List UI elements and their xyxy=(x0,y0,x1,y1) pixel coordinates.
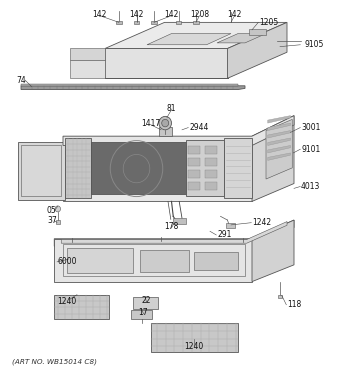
Circle shape xyxy=(159,116,172,130)
Text: 178: 178 xyxy=(164,222,179,231)
Polygon shape xyxy=(268,145,290,153)
Bar xyxy=(205,170,217,178)
Text: 9105: 9105 xyxy=(304,40,324,49)
Polygon shape xyxy=(228,22,287,78)
Bar xyxy=(205,146,217,154)
Bar xyxy=(248,29,266,35)
Bar xyxy=(56,220,60,224)
Polygon shape xyxy=(54,295,108,319)
Text: 142: 142 xyxy=(227,10,242,19)
Text: 9101: 9101 xyxy=(301,145,320,154)
Bar xyxy=(134,21,139,24)
Polygon shape xyxy=(140,250,189,272)
Text: 118: 118 xyxy=(287,300,301,309)
Polygon shape xyxy=(21,86,245,90)
Bar xyxy=(278,295,282,298)
Polygon shape xyxy=(252,116,294,201)
Polygon shape xyxy=(105,22,287,48)
Text: 2944: 2944 xyxy=(189,123,208,132)
Text: 1242: 1242 xyxy=(252,218,271,227)
Bar xyxy=(173,218,186,224)
Text: 17: 17 xyxy=(139,308,148,317)
Polygon shape xyxy=(91,142,186,194)
Polygon shape xyxy=(266,119,292,179)
Polygon shape xyxy=(105,48,228,78)
Polygon shape xyxy=(54,239,252,282)
Polygon shape xyxy=(63,136,252,201)
Text: 142: 142 xyxy=(164,10,179,19)
Text: 142: 142 xyxy=(129,10,144,19)
Polygon shape xyxy=(252,220,294,282)
Text: 1240: 1240 xyxy=(57,297,76,305)
Bar xyxy=(205,182,217,190)
Polygon shape xyxy=(66,248,133,273)
Polygon shape xyxy=(217,34,266,43)
Polygon shape xyxy=(186,140,224,196)
Polygon shape xyxy=(63,116,294,145)
Polygon shape xyxy=(54,220,294,246)
Bar xyxy=(226,223,234,228)
Bar xyxy=(188,158,200,166)
Polygon shape xyxy=(147,34,231,45)
Text: 05: 05 xyxy=(47,206,57,215)
Text: 22: 22 xyxy=(141,296,151,305)
Text: 1208: 1208 xyxy=(190,10,209,19)
Text: 291: 291 xyxy=(217,231,231,239)
Polygon shape xyxy=(61,222,287,243)
Bar xyxy=(116,21,122,24)
Polygon shape xyxy=(268,138,290,145)
Text: 37: 37 xyxy=(47,216,57,225)
Polygon shape xyxy=(268,116,290,123)
Polygon shape xyxy=(18,142,65,200)
Text: 3001: 3001 xyxy=(301,123,320,132)
Bar xyxy=(176,21,181,24)
Polygon shape xyxy=(131,310,152,319)
Polygon shape xyxy=(65,138,91,198)
Polygon shape xyxy=(268,123,290,131)
Polygon shape xyxy=(194,252,238,270)
Polygon shape xyxy=(159,127,172,136)
Text: 6000: 6000 xyxy=(58,257,77,266)
Text: 1240: 1240 xyxy=(185,342,204,351)
Text: (ART NO. WB15014 C8): (ART NO. WB15014 C8) xyxy=(12,358,97,365)
Bar xyxy=(205,158,217,166)
Polygon shape xyxy=(133,297,158,309)
Circle shape xyxy=(162,119,169,127)
Bar xyxy=(188,170,200,178)
Text: 81: 81 xyxy=(167,104,176,113)
Polygon shape xyxy=(268,153,290,160)
Bar xyxy=(188,182,200,190)
Bar xyxy=(188,146,200,154)
Text: 1417: 1417 xyxy=(141,119,160,128)
Text: 1205: 1205 xyxy=(259,18,278,27)
Polygon shape xyxy=(70,48,105,60)
Polygon shape xyxy=(224,138,252,198)
Text: 74: 74 xyxy=(17,76,27,85)
Bar xyxy=(151,21,157,24)
Text: 142: 142 xyxy=(92,10,107,19)
Polygon shape xyxy=(268,131,290,138)
Polygon shape xyxy=(21,84,238,86)
Bar xyxy=(193,21,199,24)
Polygon shape xyxy=(150,323,238,352)
Text: 4013: 4013 xyxy=(301,182,320,191)
Circle shape xyxy=(55,206,61,212)
Polygon shape xyxy=(70,60,105,78)
